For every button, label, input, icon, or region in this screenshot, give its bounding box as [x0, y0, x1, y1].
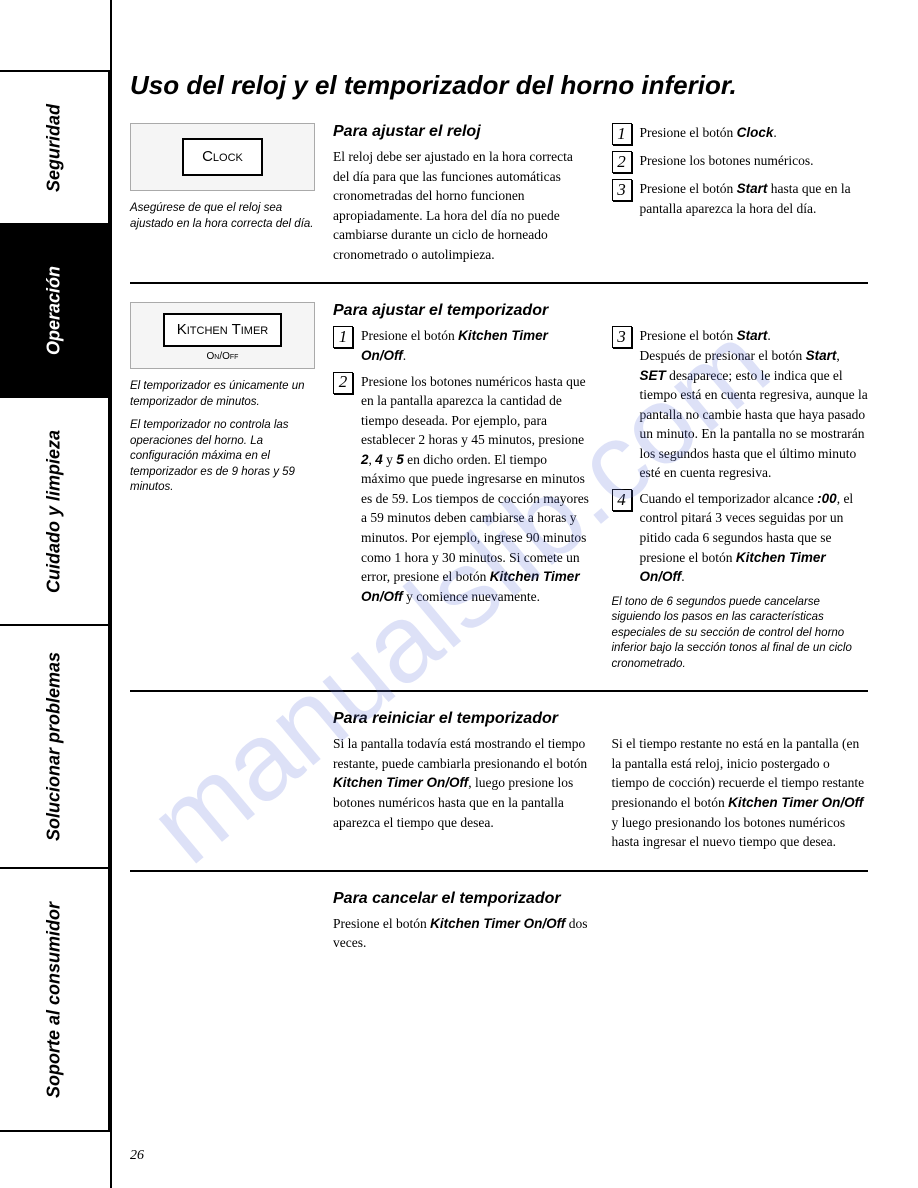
tab-operacion[interactable]: Operación	[0, 223, 110, 398]
tab-soporte[interactable]: Soporte al consumidor	[0, 867, 110, 1132]
s3-left: Si la pantalla todavía está mostrando el…	[333, 734, 590, 832]
s1-step-2: 2Presione los botones numéricos.	[612, 151, 869, 173]
s2-step-1: 1Presione el botón Kitchen Timer On/Off.	[333, 326, 590, 365]
step-number-icon: 4	[612, 489, 632, 511]
step-number-icon: 1	[612, 123, 632, 145]
divider	[130, 282, 868, 284]
s2-note: El tono de 6 segundos puede cancelarse s…	[612, 595, 869, 673]
s1-body: El reloj debe ser ajustado en la hora co…	[333, 147, 590, 264]
s1-step-3: 3Presione el botón Start hasta que en la…	[612, 179, 869, 218]
s1-step-1: 1Presione el botón Clock.	[612, 123, 869, 145]
section-reloj: Clock Asegúrese de que el reloj sea ajus…	[130, 123, 868, 264]
s2-step-4: 4Cuando el temporizador alcance :00, el …	[612, 489, 869, 587]
step-number-icon: 2	[612, 151, 632, 173]
timer-caption-2: El temporizador no controla las operacio…	[130, 418, 315, 496]
divider	[130, 870, 868, 872]
divider	[130, 690, 868, 692]
s4-heading: Para cancelar el temporizador	[333, 890, 590, 908]
page-title: Uso del reloj y el temporizador del horn…	[130, 70, 868, 101]
clock-button-label: Clock	[182, 138, 263, 176]
s2-step-2: 2Presione los botones numéricos hasta qu…	[333, 372, 590, 607]
page: Seguridad Operación Cuidado y limpieza S…	[0, 0, 918, 1188]
section-cancelar: Para cancelar el temporizador Presione e…	[130, 890, 868, 953]
clock-caption: Asegúrese de que el reloj sea ajustado e…	[130, 201, 315, 232]
step-number-icon: 1	[333, 326, 353, 348]
tab-solucionar[interactable]: Solucionar problemas	[0, 624, 110, 869]
content: Uso del reloj y el temporizador del horn…	[110, 0, 918, 1188]
side-tabs: Seguridad Operación Cuidado y limpieza S…	[0, 0, 110, 1188]
step-number-icon: 3	[612, 326, 632, 348]
s2-heading: Para ajustar el temporizador	[333, 302, 590, 320]
s3-heading: Para reiniciar el temporizador	[333, 710, 590, 728]
section-reiniciar: Para reiniciar el temporizador Si la pan…	[130, 710, 868, 851]
tab-cuidado[interactable]: Cuidado y limpieza	[0, 396, 110, 626]
clock-button-illustration: Clock	[130, 123, 315, 191]
s4-body: Presione el botón Kitchen Timer On/Off d…	[333, 914, 590, 953]
timer-button-sub: On/Off	[207, 351, 239, 362]
s2-step-3: 3Presione el botón Start.Después de pres…	[612, 326, 869, 483]
step-number-icon: 2	[333, 372, 353, 394]
s1-heading: Para ajustar el reloj	[333, 123, 590, 141]
timer-caption-1: El temporizador es únicamente un tempori…	[130, 379, 315, 410]
tab-seguridad[interactable]: Seguridad	[0, 70, 110, 225]
page-number: 26	[130, 1148, 144, 1164]
section-temporizador: Kitchen Timer On/Off El temporizador es …	[130, 302, 868, 672]
timer-button-illustration: Kitchen Timer On/Off	[130, 302, 315, 369]
step-number-icon: 3	[612, 179, 632, 201]
timer-button-label: Kitchen Timer	[163, 313, 283, 347]
s3-right: Si el tiempo restante no está en la pant…	[612, 734, 869, 851]
